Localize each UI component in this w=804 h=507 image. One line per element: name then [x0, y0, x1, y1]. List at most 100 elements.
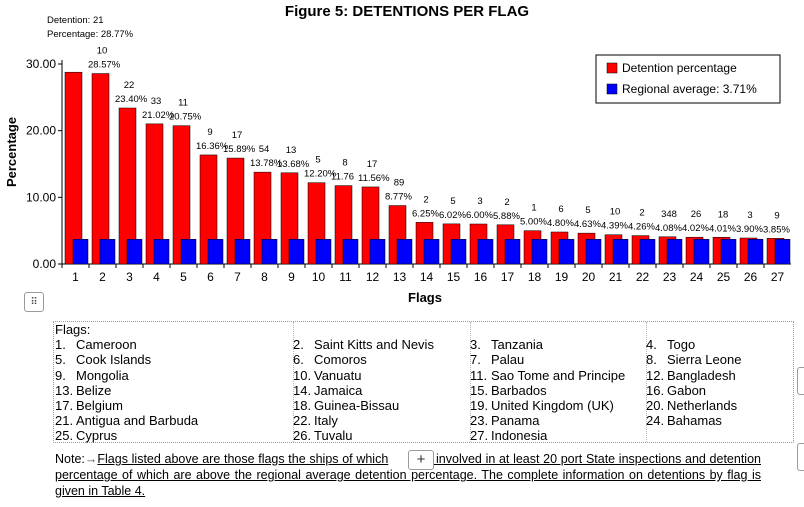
flag-number: 27. — [470, 428, 489, 444]
scroll-tab[interactable] — [797, 443, 804, 471]
flag-name: Belize — [76, 382, 112, 398]
percentage-label: 3.85% — [763, 224, 790, 235]
flag-list-item: 10. Vanuatu — [293, 368, 361, 383]
flag-name: Guinea-Bissau — [314, 398, 400, 413]
regional-average-bar — [504, 239, 521, 265]
flag-number: 1. — [55, 337, 66, 353]
regional-average-bar — [423, 239, 440, 265]
regional-average-bar — [774, 239, 791, 265]
detention-count-label: 26 — [691, 209, 702, 220]
x-tick-label: 23 — [663, 270, 677, 284]
flag-number: 18. — [293, 398, 312, 413]
percentage-label: 4.08% — [655, 223, 682, 234]
legend-box — [595, 54, 781, 104]
flag-list-item: 8. Sierra Leone — [646, 352, 741, 367]
flag-name: Comoros — [314, 352, 367, 368]
regional-average-bar — [315, 239, 332, 265]
flag-number: 25. — [55, 428, 74, 444]
flag-name: Gabon — [667, 382, 707, 398]
table-divider — [293, 322, 294, 442]
detention-count-label: 3 — [747, 210, 752, 221]
flags-heading: Flags: — [55, 322, 91, 337]
regional-average-bar — [558, 239, 575, 265]
percentage-label: 4.26% — [628, 222, 655, 233]
percentage-label: 6.25% — [412, 208, 439, 219]
detention-count-label: 2 — [639, 208, 644, 219]
table-note: Note:→Flags listed above are those flags… — [55, 451, 761, 499]
x-tick-label: 17 — [501, 270, 515, 284]
x-tick-label: 26 — [744, 270, 758, 284]
flag-list-item: 27. Indonesia — [470, 428, 547, 444]
scroll-tab[interactable] — [797, 367, 804, 395]
detention-count-label: 17 — [367, 159, 378, 170]
detention-count-label: 89 — [394, 178, 405, 189]
percentage-label: 5.00% — [520, 217, 547, 228]
chart: Figure 5: DETENTIONS PER FLAG 0.00 10.00 20… — [4, 3, 791, 305]
percentage-label: 3.90% — [736, 224, 763, 235]
flag-name: Italy — [314, 413, 338, 429]
flag-list-item: 20. Netherlands — [646, 398, 737, 413]
flag-number: 24. — [646, 413, 665, 429]
regional-average-bar — [99, 239, 116, 265]
flag-number: 22. — [293, 413, 312, 429]
table-divider — [470, 322, 471, 442]
x-tick-label: 2 — [99, 270, 106, 284]
percentage-label: 12.20% — [304, 169, 337, 180]
flag-list-item: 3. Tanzania — [470, 337, 543, 352]
flag-name: Netherlands — [667, 398, 738, 413]
flag-name: Vanuatu — [314, 367, 362, 383]
percentage-label: 4.80% — [547, 218, 574, 229]
legend-label-detention: Detention percentage — [622, 61, 737, 75]
flag-number: 19. — [470, 398, 489, 413]
flag-name: Sao Tome and Principe — [491, 367, 626, 383]
detention-count-label: 1 — [531, 203, 536, 214]
y-tick-label: 20.00 — [26, 124, 56, 138]
detention-count-label: 2 — [504, 197, 509, 208]
flag-list-item: 17. Belgium — [55, 398, 123, 413]
regional-average-bar — [747, 239, 764, 265]
percentage-label: 15.89% — [223, 144, 256, 155]
x-tick-label: 19 — [555, 270, 569, 284]
flag-list-item: 9. Mongolia — [55, 367, 129, 383]
regional-average-bar — [450, 239, 467, 265]
tab-arrow-icon: → — [84, 452, 98, 466]
x-tick-label: 18 — [528, 270, 542, 284]
note-prefix: Note: — [55, 452, 85, 466]
flag-number: 9. — [55, 367, 66, 383]
detention-count-label: 18 — [718, 209, 729, 220]
flag-list-item: 25. Cyprus — [55, 428, 117, 444]
move-handle-icon[interactable]: ⠿ — [24, 292, 44, 312]
y-axis-label: Percentage — [4, 117, 19, 187]
flag-name: Cook Islands — [76, 352, 152, 368]
flag-number: 21. — [55, 413, 74, 429]
regional-average-bar — [261, 239, 278, 265]
detention-count-label: 11 — [178, 98, 188, 109]
x-tick-label: 16 — [474, 270, 488, 284]
first-bar-detention-label: Detention: 21 — [47, 15, 104, 26]
flag-name: Indonesia — [491, 428, 548, 444]
flag-name: Bahamas — [667, 413, 722, 429]
x-tick-label: 4 — [153, 270, 160, 284]
detention-count-label: 348 — [661, 209, 677, 220]
regional-average-bar — [396, 239, 413, 265]
x-tick-label: 8 — [261, 270, 268, 284]
percentage-label: 16.36% — [196, 141, 229, 152]
x-tick-label: 3 — [126, 270, 133, 284]
y-tick-label: 30.00 — [26, 57, 56, 71]
note-text-end: ere involved in at least 20 port State i… — [55, 452, 761, 498]
plus-icon[interactable]: + — [408, 450, 434, 470]
percentage-label: 4.39% — [601, 221, 628, 232]
flag-name: Togo — [667, 337, 696, 353]
regional-average-bar — [639, 239, 656, 265]
regional-average-bar — [612, 239, 629, 265]
regional-average-bar — [180, 239, 197, 265]
detention-count-label: 8 — [342, 158, 347, 169]
flag-name: Saint Kitts and Nevis — [314, 337, 434, 353]
flag-list-item: 16. Gabon — [646, 383, 706, 398]
flag-name: Tanzania — [491, 337, 544, 353]
regional-average-bar — [207, 239, 224, 265]
flags-table: Flags: 1. Cameroon 2. Saint Kitts and Nevis… — [53, 321, 794, 443]
table-divider — [646, 322, 647, 442]
x-tick-label: 11 — [339, 270, 352, 284]
detention-count-label: 5 — [450, 196, 455, 207]
